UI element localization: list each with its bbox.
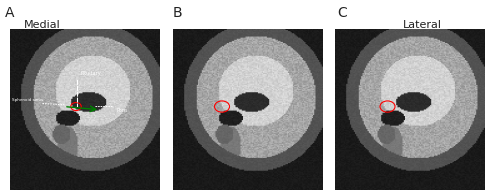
Text: B: B <box>172 6 182 20</box>
Text: Lateral: Lateral <box>403 20 442 30</box>
Text: Pituitary: Pituitary <box>80 71 101 76</box>
Text: Medial: Medial <box>24 20 61 30</box>
Text: Pons: Pons <box>116 108 128 113</box>
Text: A: A <box>5 6 15 20</box>
Text: Sphenoid sinus: Sphenoid sinus <box>12 98 42 102</box>
Text: C: C <box>338 6 347 20</box>
